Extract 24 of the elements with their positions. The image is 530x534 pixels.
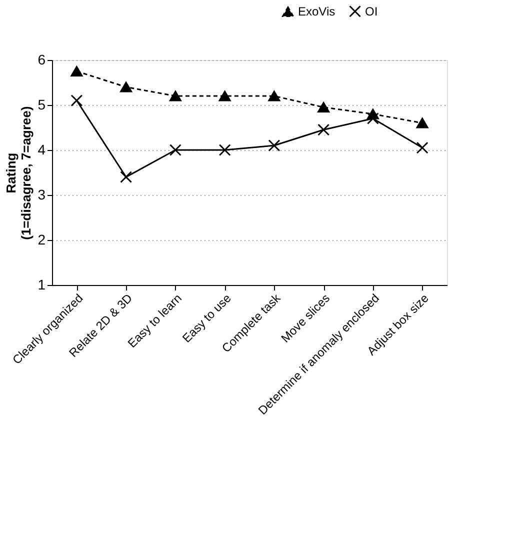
legend-label: OI [365,4,378,18]
legend-label: ExoVis [298,4,336,19]
point [169,90,182,102]
point [120,82,132,92]
y-tick-label: 1 [38,276,46,292]
y-tick-label: 2 [38,232,46,248]
point [268,90,280,102]
point [169,144,182,156]
point [70,94,83,106]
y-tick-label: 6 [38,52,46,68]
point [120,171,132,183]
point [218,144,231,156]
point [268,140,280,152]
point [218,90,231,102]
y-tick-label: 4 [38,142,46,158]
point [416,142,428,154]
point [416,118,428,128]
point [366,112,379,124]
point [318,124,330,136]
point [70,66,83,77]
y-axis-title: Rating (1=disagree, 7=agree) [4,106,34,240]
y-tick-label: 5 [38,96,46,112]
point [318,102,330,113]
y-tick-label: 3 [38,186,46,202]
